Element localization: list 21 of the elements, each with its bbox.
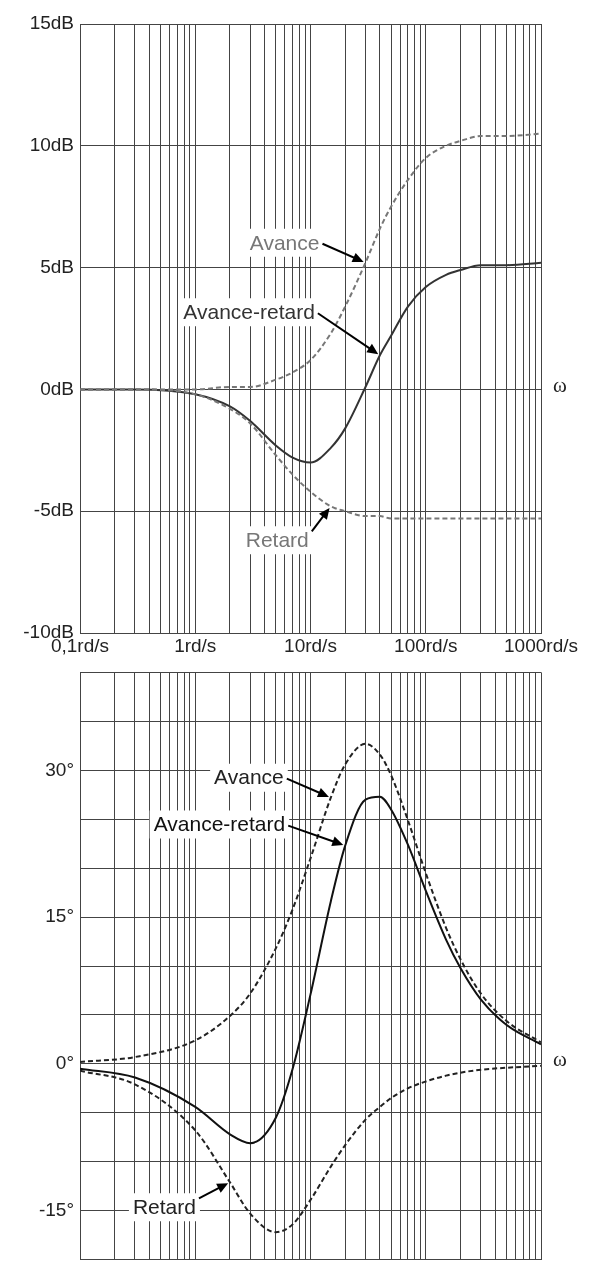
text: Avance (249, 230, 320, 254)
y-tick-label: -15° (38, 1198, 74, 1220)
y-tick-label: 15dB (29, 12, 74, 34)
y-tick-label: 10dB (29, 134, 74, 156)
x-tick-label: 1000rd/s (504, 634, 578, 656)
y-tick-label: 5dB (40, 255, 74, 277)
text: Avance-retard (183, 300, 315, 324)
text: Avance-retard (153, 812, 286, 836)
y-tick-label: -5dB (33, 499, 74, 521)
y-tick-label: 0dB (40, 377, 74, 399)
text: Avance (214, 765, 284, 789)
x-tick-label: 10rd/s (284, 634, 337, 656)
series-label: Retard (132, 1195, 196, 1219)
y-tick-label: 0° (55, 1052, 74, 1074)
x-axis-title: ω (553, 1047, 567, 1072)
x-axis-title: ω (553, 372, 567, 397)
y-tick-label: 30° (45, 758, 74, 780)
y-tick-label: 15° (45, 905, 74, 927)
series-label: Retard (245, 528, 309, 552)
x-tick-label: 1rd/s (174, 634, 217, 656)
x-tick-label: 100rd/s (394, 634, 458, 656)
